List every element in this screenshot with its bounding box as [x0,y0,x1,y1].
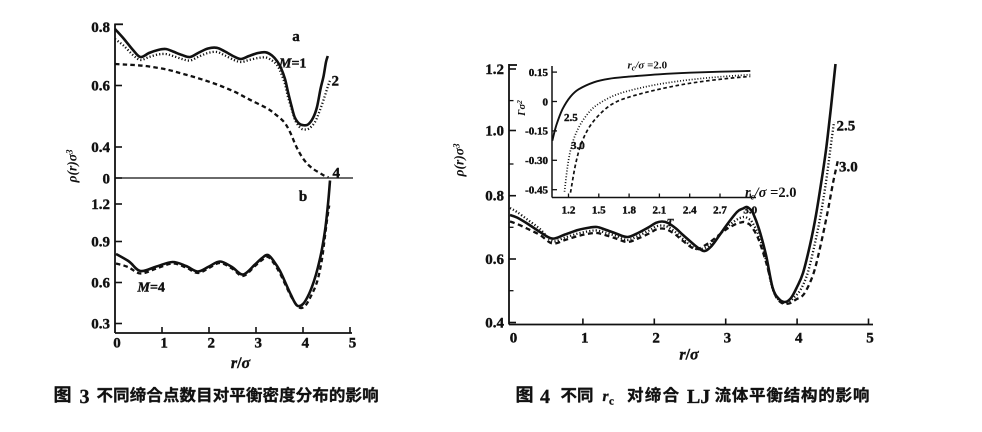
svg-text:-0.15: -0.15 [525,126,548,138]
svg-text:5: 5 [866,331,874,347]
svg-text:r/σ: r/σ [679,347,699,364]
svg-text:2: 2 [207,336,215,352]
svg-text:2.7: 2.7 [713,205,727,217]
svg-text:1.5: 1.5 [592,205,606,217]
svg-text:ρ(r)σ3: ρ(r)σ3 [452,143,467,177]
svg-text:3.0: 3.0 [571,140,585,152]
svg-text:4: 4 [333,166,341,182]
svg-text:1.2: 1.2 [91,197,110,213]
svg-text:2.1: 2.1 [653,205,667,217]
svg-text:T: T [667,217,675,229]
svg-text:4: 4 [302,336,310,352]
svg-text:0.15: 0.15 [529,67,549,79]
svg-text:2.4: 2.4 [683,205,697,217]
svg-text:-0.30: -0.30 [525,155,548,167]
svg-text:0.6: 0.6 [485,252,504,268]
svg-text:0.4: 0.4 [485,315,504,331]
svg-text:4: 4 [795,331,803,347]
svg-text:b: b [299,189,307,205]
svg-text:2.5: 2.5 [564,112,578,124]
svg-text:2: 2 [652,331,660,347]
svg-text:r/σ: r/σ [231,355,251,372]
svg-text:-0.45: -0.45 [525,185,548,197]
svg-text:0: 0 [103,171,111,187]
svg-text:0.4: 0.4 [91,140,110,156]
svg-text:0: 0 [543,96,549,108]
svg-text:0.6: 0.6 [91,275,110,291]
svg-text:3.0: 3.0 [839,160,858,176]
svg-text:Γσ2: Γσ2 [515,100,528,117]
svg-text:0.3: 0.3 [91,316,110,332]
svg-text:3: 3 [255,336,263,352]
svg-text:2.5: 2.5 [837,119,856,135]
svg-text:5: 5 [349,336,357,352]
svg-text:1: 1 [160,336,168,352]
svg-text:rc/σ =2.0: rc/σ =2.0 [628,60,668,73]
svg-text:a: a [292,29,300,45]
svg-text:0.8: 0.8 [485,189,504,205]
svg-text:M=1: M=1 [278,57,306,72]
svg-text:0: 0 [510,331,518,347]
svg-text:1.2: 1.2 [485,62,504,78]
svg-text:1.2: 1.2 [562,205,576,217]
svg-text:0: 0 [113,336,121,352]
svg-text:M=4: M=4 [137,281,165,296]
svg-text:rc/σ =2.0: rc/σ =2.0 [745,185,797,202]
svg-text:0.9: 0.9 [91,234,110,250]
svg-text:1.0: 1.0 [485,123,504,139]
svg-text:1: 1 [581,331,589,347]
svg-text:1.8: 1.8 [622,205,636,217]
svg-text:3: 3 [724,331,732,347]
svg-text:0.6: 0.6 [91,78,110,94]
svg-text:2: 2 [332,74,340,90]
svg-text:0.8: 0.8 [91,20,110,36]
svg-text:3.0: 3.0 [743,205,757,217]
svg-text:ρ(r)σ3: ρ(r)σ3 [65,149,80,183]
